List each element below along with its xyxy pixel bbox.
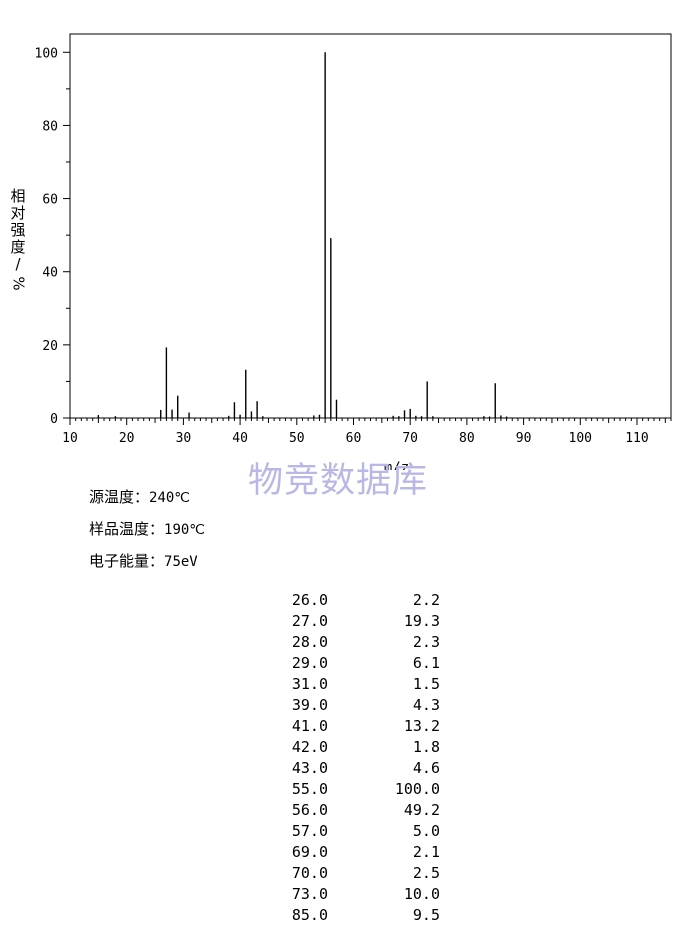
peak-table-row: 31.0 1.5: [280, 674, 440, 695]
x-tick-label: 100: [569, 431, 592, 446]
peak-mz: 39.0: [291, 696, 328, 714]
peak-table-row: 29.0 6.1: [280, 653, 440, 674]
condition-label: 样品温度：: [89, 520, 165, 538]
peak-intensity: 19.3: [403, 612, 440, 630]
peak-mz: 57.0: [291, 822, 328, 840]
y-tick-label: 60: [42, 193, 58, 208]
peak-intensity: 4.6: [412, 759, 440, 777]
condition-electron-energy: 电子能量：75eV: [89, 548, 205, 580]
peak-intensity: 4.3: [412, 696, 440, 714]
condition-label: 源温度：: [89, 488, 150, 506]
peak-mz: 85.0: [291, 906, 328, 924]
y-axis-label-char: 对: [10, 204, 26, 222]
y-axis-label-char: 度: [10, 238, 26, 256]
peak-mz: 69.0: [291, 843, 328, 861]
peak-intensity: 6.1: [412, 654, 440, 672]
peak-intensity: 9.5: [412, 906, 440, 924]
peak-intensity: 2.1: [412, 843, 440, 861]
peak-intensity: 2.3: [412, 633, 440, 651]
peak-table-row: 85.0 9.5: [280, 905, 440, 926]
peak-table-row: 39.0 4.3: [280, 695, 440, 716]
y-axis-label: 相 对 强 度 / %: [8, 188, 28, 292]
peak-mz: 43.0: [291, 759, 328, 777]
x-tick-label: 70: [402, 431, 418, 446]
y-tick-label: 100: [35, 46, 58, 61]
x-tick-label: 60: [346, 431, 362, 446]
x-tick-label: 20: [119, 431, 135, 446]
x-tick-label: 10: [62, 431, 78, 446]
x-axis-label: m/z: [384, 460, 409, 470]
condition-value: 190℃: [164, 522, 206, 538]
y-axis-label-unit: %: [9, 276, 28, 291]
peak-intensity: 2.5: [412, 864, 440, 882]
peak-table-row: 27.0 19.3: [280, 611, 440, 632]
peak-mz: 56.0: [291, 801, 328, 819]
peak-table: 26.0 2.2 27.0 19.3 28.0 2.3 29.0 6.1 31.0 1.5 39.0…: [280, 590, 440, 926]
peak-table-row: 28.0 2.3: [280, 632, 440, 653]
peak-intensity: 10.0: [403, 885, 440, 903]
y-tick-label: 40: [42, 266, 58, 281]
peak-table-row: 69.0 2.1: [280, 842, 440, 863]
peak-mz: 55.0: [291, 780, 328, 798]
peak-table-row: 55.0 100.0: [280, 779, 440, 800]
peak-mz: 42.0: [291, 738, 328, 756]
peak-table-row: 70.0 2.5: [280, 863, 440, 884]
peak-mz: 70.0: [291, 864, 328, 882]
peak-mz: 41.0: [291, 717, 328, 735]
peak-intensity: 2.2: [412, 591, 440, 609]
peak-mz: 26.0: [291, 591, 328, 609]
peak-intensity: 100.0: [394, 780, 440, 798]
y-tick-label: 20: [42, 339, 58, 354]
peak-intensity: 1.8: [412, 738, 440, 756]
peak-table-row: 26.0 2.2: [280, 590, 440, 611]
condition-value: 75eV: [164, 554, 198, 570]
x-tick-label: 50: [289, 431, 305, 446]
condition-sample-temperature: 样品温度：190℃: [89, 516, 205, 548]
y-axis-label-char: /: [15, 255, 21, 273]
condition-value: 240℃: [149, 490, 191, 506]
peak-mz: 31.0: [291, 675, 328, 693]
y-axis-label-char: 相: [10, 187, 26, 205]
y-tick-label: 0: [50, 412, 58, 427]
peak-mz: 27.0: [291, 612, 328, 630]
peak-table-row: 41.0 13.2: [280, 716, 440, 737]
watermark: 物竞数据库: [248, 461, 429, 501]
condition-source-temperature: 源温度：240℃: [89, 484, 205, 516]
peak-table-row: 56.0 49.2: [280, 800, 440, 821]
peak-intensity: 1.5: [412, 675, 440, 693]
measurement-conditions: 源温度：240℃ 样品温度：190℃ 电子能量：75eV: [89, 484, 205, 580]
peak-table-row: 43.0 4.6: [280, 758, 440, 779]
plot-frame: [69, 33, 672, 419]
mass-spectrum-chart: 0 20 40 60 80 100 10 20 30 40 50 60 70 80 90 100 110 m/z: [35, 33, 672, 470]
peak-intensity: 13.2: [403, 717, 440, 735]
peak-table-row: 42.0 1.8: [280, 737, 440, 758]
peak-table-row: 73.0 10.0: [280, 884, 440, 905]
condition-label: 电子能量：: [89, 552, 165, 570]
x-tick-label: 110: [625, 431, 648, 446]
x-tick-label: 40: [232, 431, 248, 446]
x-tick-label: 90: [516, 431, 532, 446]
peak-mz: 29.0: [291, 654, 328, 672]
y-axis-label-char: 强: [10, 221, 26, 239]
peak-intensity: 49.2: [403, 801, 440, 819]
x-tick-label: 80: [459, 431, 475, 446]
peak-table-row: 57.0 5.0: [280, 821, 440, 842]
x-tick-label: 30: [176, 431, 192, 446]
peak-mz: 73.0: [291, 885, 328, 903]
y-tick-label: 80: [42, 119, 58, 134]
peak-intensity: 5.0: [412, 822, 440, 840]
peak-mz: 28.0: [291, 633, 328, 651]
